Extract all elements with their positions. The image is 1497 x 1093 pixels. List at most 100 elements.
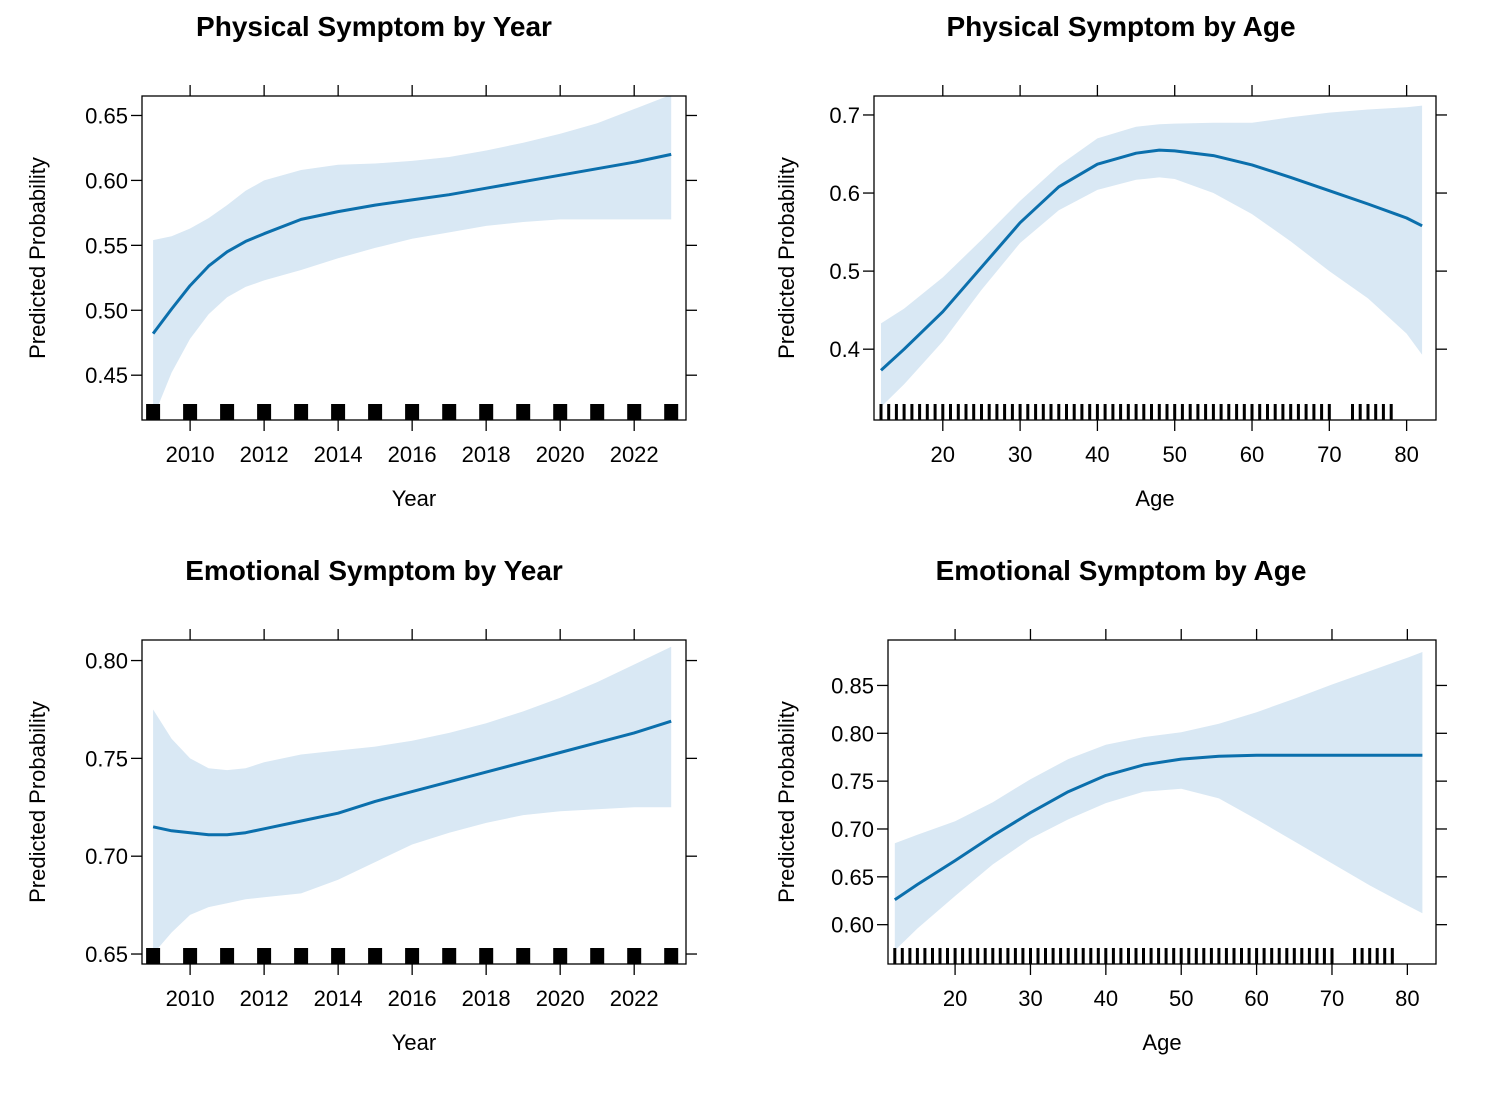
- rug-mark: [1262, 948, 1266, 964]
- rug-mark: [1360, 948, 1364, 964]
- rug-mark: [405, 948, 420, 964]
- rug-mark: [918, 404, 922, 420]
- x-axis-label: Year: [392, 1030, 436, 1055]
- rug-mark: [1315, 948, 1319, 964]
- rug-mark: [1103, 404, 1107, 420]
- y-tick-label: 0.75: [85, 746, 128, 771]
- chart-title: Emotional Symptom by Age: [936, 555, 1307, 586]
- rug-mark: [368, 404, 383, 420]
- x-tick-label: 2014: [314, 986, 363, 1011]
- rug-mark: [956, 404, 960, 420]
- rug-mark: [1034, 404, 1038, 420]
- rug-mark: [908, 948, 912, 964]
- y-tick-label: 0.55: [85, 233, 128, 258]
- rug-mark: [1227, 404, 1231, 420]
- rug-mark: [1390, 948, 1394, 964]
- rug-mark: [933, 404, 937, 420]
- rug-mark: [1029, 948, 1032, 964]
- rug-mark: [915, 948, 919, 964]
- confidence-band: [894, 652, 1423, 951]
- rug-mark: [1095, 404, 1099, 420]
- rug-mark: [1021, 948, 1025, 964]
- rug-mark: [976, 948, 980, 964]
- rug-mark: [972, 404, 976, 420]
- rug-mark: [1119, 404, 1123, 420]
- rug-mark: [1157, 948, 1161, 964]
- rug-mark: [553, 404, 568, 420]
- rug-mark: [1088, 404, 1092, 420]
- rug-mark: [1322, 948, 1326, 964]
- rug-mark: [879, 404, 883, 420]
- y-tick-label: 0.75: [831, 769, 874, 794]
- x-tick-label: 2018: [462, 986, 511, 1011]
- x-axis-label: Year: [392, 486, 436, 511]
- chart-panel-4: 20 30 40 50 60 70 80 0.60 0.65 0.70 0.75 0.80 0.85 Em…: [774, 555, 1447, 1055]
- rug-mark: [1149, 948, 1153, 964]
- rug-mark: [1250, 404, 1254, 420]
- rug-mark: [294, 948, 309, 964]
- rug-mark: [294, 404, 309, 420]
- x-tick-label: 2020: [536, 986, 585, 1011]
- fitted-line: [879, 148, 1423, 372]
- rug-mark: [1258, 404, 1262, 420]
- rug-mark: [1266, 404, 1269, 420]
- x-tick-label: 60: [1240, 442, 1264, 467]
- confidence-band: [153, 96, 672, 419]
- rug-mark: [627, 948, 642, 964]
- rug-mark: [1080, 404, 1084, 420]
- rug-mark: [1164, 948, 1168, 964]
- y-tick-label: 0.7: [829, 103, 860, 128]
- rug-mark: [627, 404, 642, 420]
- rug-mark: [1202, 948, 1206, 964]
- y-tick-label: 0.6: [829, 181, 860, 206]
- rug-mark: [1180, 404, 1184, 420]
- rug-mark: [1273, 404, 1277, 420]
- rug-mark: [1381, 404, 1385, 420]
- rug-mark: [1165, 404, 1169, 420]
- rug-mark: [902, 404, 906, 420]
- chart-panel-2: 20 30 40 50 60 70 80 0.4 0.5 0.6 0.7 Physical Sympt…: [774, 11, 1447, 511]
- rug-mark: [1285, 948, 1289, 964]
- rug-mark: [183, 404, 198, 420]
- y-tick-label: 0.70: [85, 844, 128, 869]
- rug-mark: [1104, 948, 1108, 964]
- y-axis-label: Predicted Probability: [25, 157, 50, 359]
- rug-mark: [1196, 404, 1200, 420]
- rug-mark: [1018, 404, 1022, 420]
- y-tick-label: 0.50: [85, 298, 128, 323]
- rug-mark: [1330, 948, 1334, 964]
- rug-mark: [1204, 404, 1208, 420]
- rug-mark: [1327, 404, 1331, 420]
- rug-mark: [1157, 404, 1161, 420]
- rug-mark: [331, 404, 346, 420]
- y-tick-label: 0.80: [831, 721, 874, 746]
- x-tick-label: 2010: [166, 442, 215, 467]
- x-axis-label: Age: [1142, 1030, 1181, 1055]
- chart-title: Physical Symptom by Year: [196, 11, 552, 42]
- x-tick-label: 2020: [536, 442, 585, 467]
- rug-mark: [1059, 948, 1063, 964]
- x-tick-label: 20: [931, 442, 955, 467]
- rug-mark: [961, 948, 965, 964]
- rug-mark: [1366, 404, 1370, 420]
- rug-mark: [1006, 948, 1010, 964]
- rug-mark: [1127, 948, 1130, 964]
- rug-mark: [1188, 404, 1192, 420]
- rug-mark: [1066, 948, 1070, 964]
- y-tick-label: 0.5: [829, 259, 860, 284]
- x-tick-label: 80: [1395, 986, 1419, 1011]
- rug-mark: [479, 948, 494, 964]
- rug-marks: [146, 404, 679, 420]
- x-tick-label: 20: [943, 986, 967, 1011]
- y-tick-label: 0.65: [85, 103, 128, 128]
- rug-mark: [1150, 404, 1153, 420]
- x-tick-label: 2010: [166, 986, 215, 1011]
- rug-mark: [220, 404, 235, 420]
- rug-mark: [1142, 404, 1146, 420]
- rug-marks: [146, 948, 679, 964]
- rug-mark: [964, 404, 968, 420]
- rug-mark: [1219, 404, 1223, 420]
- rug-mark: [1292, 948, 1296, 964]
